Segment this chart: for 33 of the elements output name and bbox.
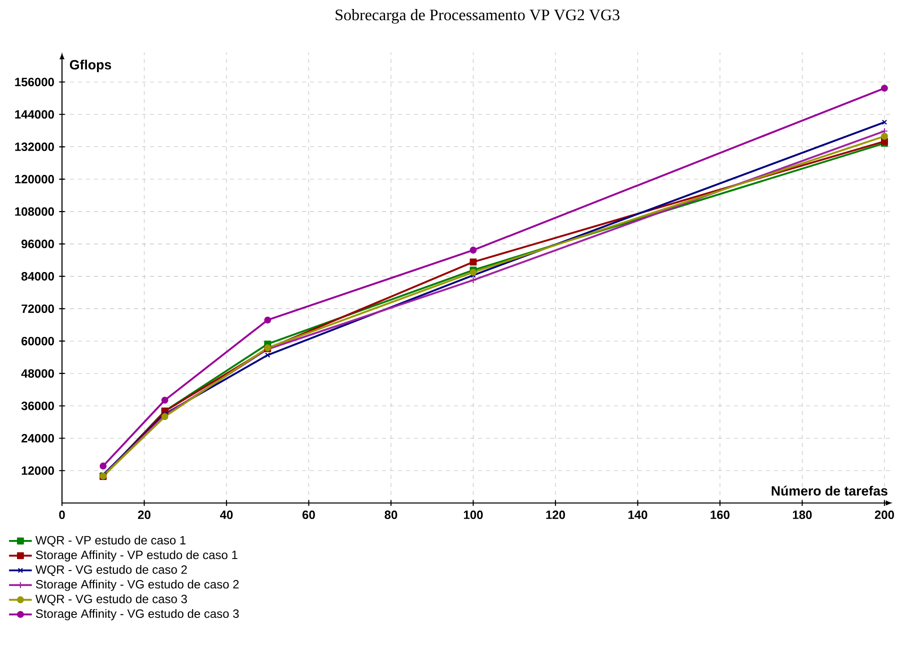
legend-label: WQR - VG estudo de caso 2 (35, 565, 187, 576)
legend-label: WQR - VG estudo de caso 3 (35, 594, 187, 606)
x-axis-title: Número de tarefas (772, 486, 888, 496)
y-axis-title: Gflops (70, 60, 112, 72)
y-tick-label: 24000 (21, 434, 54, 442)
x-tick-label: 180 (792, 510, 812, 520)
y-tick-label: 156000 (15, 78, 54, 86)
y-tick-label: 60000 (22, 336, 54, 346)
y-tick-label: 144000 (15, 110, 54, 119)
legend-label: Storage Affinity - VG estudo de caso 3 (36, 609, 239, 620)
y-tick-label: 120000 (15, 174, 54, 184)
y-tick-label: 108000 (15, 207, 54, 216)
chart-title: Sobrecarga de Processamento VP VG2 VG3 (336, 9, 620, 24)
x-tick-label: 100 (464, 510, 483, 520)
x-tick-label: 40 (220, 510, 233, 520)
y-tick-label: 72000 (22, 304, 54, 313)
y-tick-label: 132000 (15, 142, 54, 152)
y-tick-label: 12000 (22, 466, 54, 475)
x-tick-label: 0 (59, 510, 65, 520)
y-tick-label: 36000 (21, 402, 54, 410)
x-tick-label: 80 (384, 510, 398, 520)
x-tick-label: 120 (546, 510, 565, 520)
legend-label: WQR - VP estudo de caso 1 (35, 536, 186, 547)
y-tick-label: 96000 (21, 240, 54, 248)
x-tick-label: 200 (874, 510, 894, 520)
y-tick-label: 48000 (21, 369, 54, 378)
x-tick-label: 20 (138, 510, 150, 520)
legend-label: Storage Affinity - VP estudo de caso 1 (36, 550, 238, 562)
y-tick-label: 84000 (21, 272, 54, 281)
x-tick-label: 140 (628, 510, 648, 520)
x-tick-label: 160 (710, 510, 730, 520)
legend-label: Storage Affinity - VG estudo de caso 2 (36, 580, 239, 591)
x-tick-label: 60 (302, 510, 315, 520)
